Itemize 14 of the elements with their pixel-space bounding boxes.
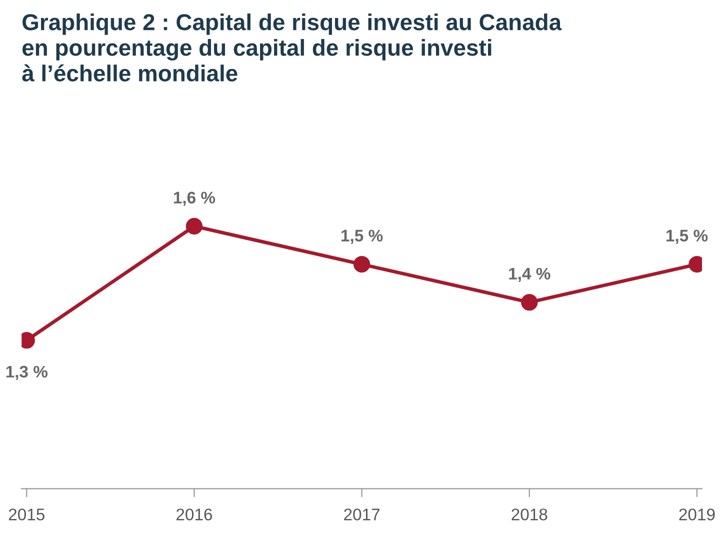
x-tick-label: 2015 [8,508,44,520]
x-tick-label: 2019 [679,508,715,520]
data-label: 1,3 % [6,366,48,380]
data-label: 1,5 % [666,230,708,244]
x-tick-label: 2017 [344,508,380,520]
point [186,218,203,235]
data-label: 1,4 % [509,268,550,282]
data-label: 1,5 % [342,230,383,244]
data-label: 1,6 % [174,192,216,206]
x-tick-label: 2016 [176,508,212,520]
chart-title: Graphique 2 : Capital de risque investi au Canada en pourcentage du capital de risque investi à l’échelle mondiale [22,14,562,82]
x-tick-label: 2018 [512,508,548,520]
point [353,256,370,273]
point [521,294,538,311]
